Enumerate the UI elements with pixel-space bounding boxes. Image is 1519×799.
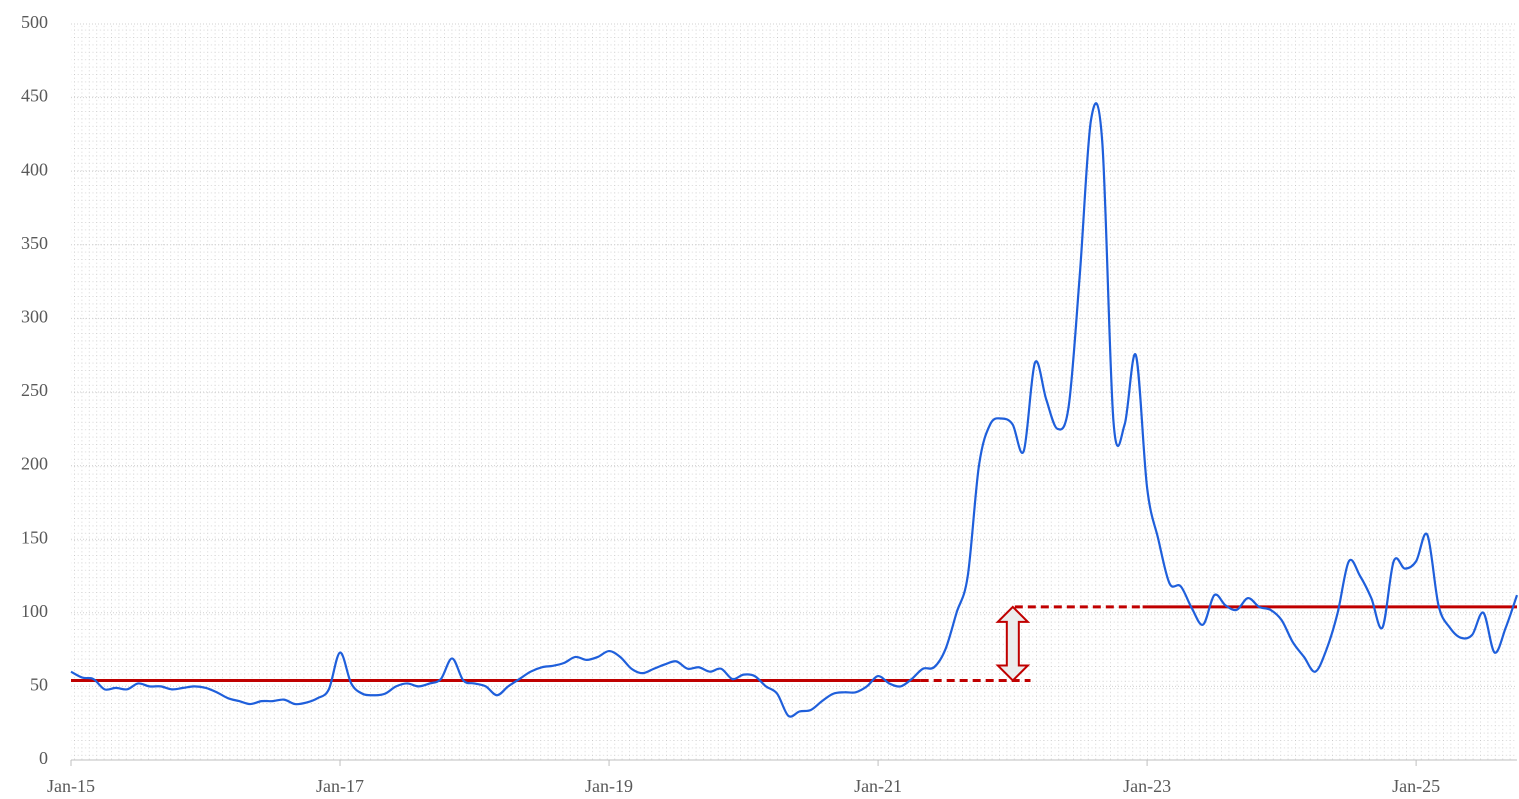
y-tick-label: 500: [21, 12, 48, 32]
x-tick-label: Jan-23: [1123, 776, 1171, 796]
x-tick-label: Jan-19: [585, 776, 633, 796]
y-tick-label: 400: [21, 159, 48, 179]
x-tick-label: Jan-17: [316, 776, 364, 796]
difference-arrow: [995, 605, 1031, 682]
y-tick-label: 100: [21, 601, 48, 621]
x-tick-label: Jan-21: [854, 776, 902, 796]
y-tick-label: 0: [39, 748, 48, 768]
y-tick-label: 450: [21, 86, 48, 106]
x-tick-label: Jan-25: [1392, 776, 1440, 796]
y-tick-label: 150: [21, 527, 48, 547]
y-tick-label: 350: [21, 233, 48, 253]
y-tick-label: 250: [21, 380, 48, 400]
data-line: [70, 102, 1519, 718]
x-tick-label: Jan-15: [47, 776, 95, 796]
y-tick-label: 50: [30, 675, 48, 695]
y-tick-label: 300: [21, 307, 48, 327]
y-tick-label: 200: [21, 454, 48, 474]
